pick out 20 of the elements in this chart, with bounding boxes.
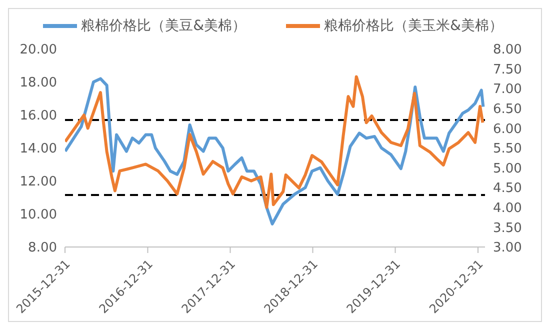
y2-tick-label: 8.00 [493, 42, 522, 58]
y2-tick-label: 4.50 [493, 181, 522, 196]
legend-label: 粮棉价格比（美玉米&美棉） [323, 17, 503, 35]
y2-tick-label: 6.00 [493, 122, 522, 137]
y2-tick-label: 3.00 [493, 240, 522, 256]
y-tick-label: 8.00 [28, 240, 57, 256]
y2-tick-label: 5.00 [493, 161, 522, 176]
y-tick-label: 20.00 [20, 42, 57, 58]
y-tick-label: 14.00 [20, 142, 57, 157]
legend-label: 粮棉价格比（美豆&美棉） [80, 17, 246, 35]
y2-tick-label: 5.50 [493, 142, 522, 157]
y-tick-label: 10.00 [20, 208, 57, 223]
y2-tick-label: 3.50 [493, 220, 522, 236]
y-tick-label: 16.00 [20, 108, 57, 124]
y2-tick-label: 4.00 [493, 201, 522, 216]
y-tick-label: 12.00 [20, 174, 57, 190]
y2-tick-label: 7.50 [493, 62, 522, 78]
y2-tick-label: 6.50 [493, 102, 522, 118]
y-tick-label: 18.00 [20, 76, 57, 91]
y2-tick-label: 7.00 [493, 82, 522, 98]
